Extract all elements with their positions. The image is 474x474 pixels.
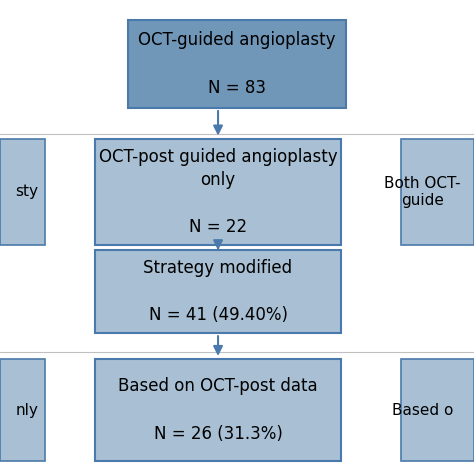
Text: sty: sty [16, 184, 38, 200]
Bar [0, 138, 45, 246]
Bar [95, 359, 341, 461]
Text: Based on OCT-post data

N = 26 (31.3%): Based on OCT-post data N = 26 (31.3%) [118, 377, 318, 443]
Text: OCT-guided angioplasty

N = 83: OCT-guided angioplasty N = 83 [138, 31, 336, 97]
Bar [401, 359, 474, 461]
Text: Strategy modified

N = 41 (49.40%): Strategy modified N = 41 (49.40%) [144, 259, 292, 324]
Bar [95, 250, 341, 333]
Bar [128, 20, 346, 108]
Text: nly: nly [16, 402, 38, 418]
Bar [95, 138, 341, 246]
Bar [0, 359, 45, 461]
Text: OCT-post guided angioplasty
only

N = 22: OCT-post guided angioplasty only N = 22 [99, 147, 337, 237]
Text: Based o: Based o [392, 402, 453, 418]
Bar [401, 138, 474, 246]
Text: Both OCT-
guide: Both OCT- guide [384, 176, 461, 208]
